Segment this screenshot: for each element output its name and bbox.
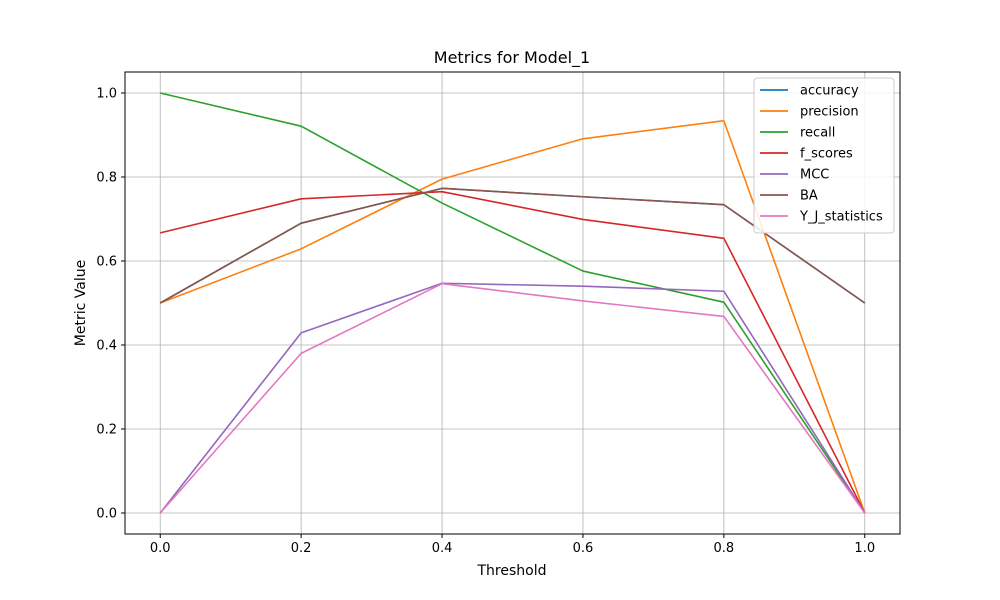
series-line-mcc — [159, 282, 866, 514]
y-tick-label: 0.4 — [96, 339, 117, 354]
series-line-ba — [159, 187, 866, 304]
x-axis-label: Threshold — [477, 563, 547, 579]
legend-label: MCC — [800, 168, 829, 183]
y-tick-label: 0.0 — [96, 507, 117, 522]
x-tick-label: 0.2 — [291, 541, 312, 556]
x-tick-label: 0.0 — [150, 541, 171, 556]
series-line-y-j-statistics — [159, 282, 866, 514]
legend: accuracy precision recall f_scores MCC BA Y_J_… — [753, 77, 895, 234]
x-tick-label: 0.6 — [573, 541, 594, 556]
x-tick-label: 0.8 — [714, 541, 735, 556]
y-axis-label: Metric Value — [73, 260, 89, 346]
legend-label: f_scores — [800, 147, 853, 162]
y-axis-ticks: 0.0 0.2 0.4 0.6 0.8 1.0 — [96, 87, 125, 522]
series-line-precision — [159, 119, 866, 514]
legend-label: Y_J_statistics — [799, 210, 883, 225]
y-tick-label: 0.8 — [96, 171, 117, 186]
legend-label: recall — [800, 126, 835, 141]
plot-frame — [124, 71, 901, 535]
y-tick-label: 0.6 — [96, 255, 117, 270]
series-line-f-scores — [160, 190, 866, 514]
series-lines — [159, 92, 866, 514]
legend-label: accuracy — [800, 84, 859, 99]
legend-label: precision — [800, 105, 859, 120]
legend-box — [753, 77, 895, 234]
series-line-recall — [160, 92, 866, 514]
chart-title: Metrics for Model_1 — [434, 48, 590, 68]
y-tick-label: 1.0 — [96, 87, 117, 102]
x-axis-ticks: 0.0 0.2 0.4 0.6 0.8 1.0 — [150, 534, 875, 556]
x-tick-label: 1.0 — [854, 541, 875, 556]
legend-label: BA — [800, 189, 818, 204]
x-tick-label: 0.4 — [432, 541, 453, 556]
y-tick-label: 0.2 — [96, 423, 117, 438]
